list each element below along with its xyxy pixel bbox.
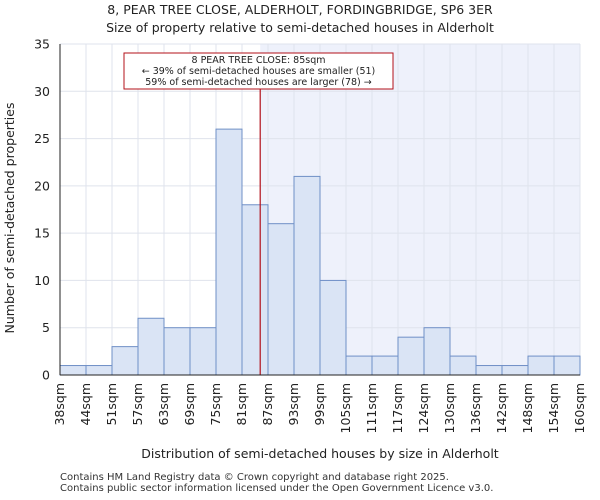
x-tick-label: 130sqm [442, 383, 457, 433]
annotation-line-3: 59% of semi-detached houses are larger (… [145, 77, 372, 88]
x-tick-label: 69sqm [182, 383, 197, 426]
histogram-bar [59, 365, 87, 376]
footer-licence: Contains public sector information licen… [60, 483, 494, 494]
x-tick-label: 57sqm [130, 383, 145, 426]
y-tick-label: 25 [34, 131, 50, 146]
histogram-bar [397, 336, 425, 376]
histogram-bar [241, 204, 269, 376]
histogram-bar [345, 355, 373, 376]
x-tick-label: 111sqm [364, 383, 379, 433]
x-tick-label: 75sqm [208, 383, 223, 426]
y-tick-label: 20 [34, 178, 50, 193]
histogram-bar [449, 355, 477, 376]
x-tick-label: 87sqm [260, 383, 275, 426]
histogram-bar [137, 317, 165, 376]
histogram-bar [319, 279, 347, 376]
x-tick-label: 93sqm [286, 383, 301, 426]
x-tick-label: 51sqm [104, 383, 119, 426]
x-tick-label: 136sqm [468, 383, 483, 433]
chart-title: 8, PEAR TREE CLOSE, ALDERHOLT, FORDINGBR… [107, 2, 493, 17]
histogram-bar [475, 365, 503, 376]
x-tick-label: 124sqm [416, 383, 431, 433]
x-tick-label: 44sqm [78, 383, 93, 426]
annotation-line-2: ← 39% of semi-detached houses are smalle… [142, 66, 376, 77]
y-tick-label: 35 [34, 37, 50, 52]
y-tick-label: 30 [34, 84, 50, 99]
histogram-bar [423, 327, 451, 376]
x-axis-label: Distribution of semi-detached houses by … [141, 446, 499, 461]
x-tick-label: 142sqm [494, 383, 509, 433]
y-axis-label: Number of semi-detached properties [2, 103, 17, 334]
histogram-bar [501, 365, 529, 376]
x-tick-label: 160sqm [572, 383, 587, 433]
histogram-bar [163, 327, 191, 376]
histogram-bar [85, 365, 113, 376]
histogram-bar [371, 355, 399, 376]
x-tick-label: 63sqm [156, 383, 171, 426]
x-tick-label: 105sqm [338, 383, 353, 433]
histogram-bar [527, 355, 555, 376]
chart-subtitle: Size of property relative to semi-detach… [106, 20, 494, 35]
histogram-bar [215, 128, 243, 376]
histogram-bar [267, 223, 295, 376]
annotation-line-1: 8 PEAR TREE CLOSE: 85sqm [192, 55, 326, 66]
marker-annotation: 8 PEAR TREE CLOSE: 85sqm ← 39% of semi-d… [123, 52, 394, 90]
x-tick-label: 38sqm [52, 383, 67, 426]
y-tick-label: 10 [34, 273, 50, 288]
x-tick-label: 99sqm [312, 383, 327, 426]
x-tick-label: 117sqm [390, 383, 405, 433]
histogram-bar [553, 355, 581, 376]
footer-copyright: Contains HM Land Registry data © Crown c… [60, 472, 449, 483]
y-tick-label: 15 [34, 226, 50, 241]
x-tick-label: 81sqm [234, 383, 249, 426]
histogram-bar [189, 327, 217, 376]
histogram-bar [293, 175, 321, 376]
x-tick-label: 154sqm [546, 383, 561, 433]
y-tick-label: 5 [42, 320, 50, 335]
x-tick-label: 148sqm [520, 383, 535, 433]
histogram-bar [111, 346, 139, 376]
y-tick-label: 0 [42, 368, 50, 383]
annotation-box [123, 52, 394, 90]
